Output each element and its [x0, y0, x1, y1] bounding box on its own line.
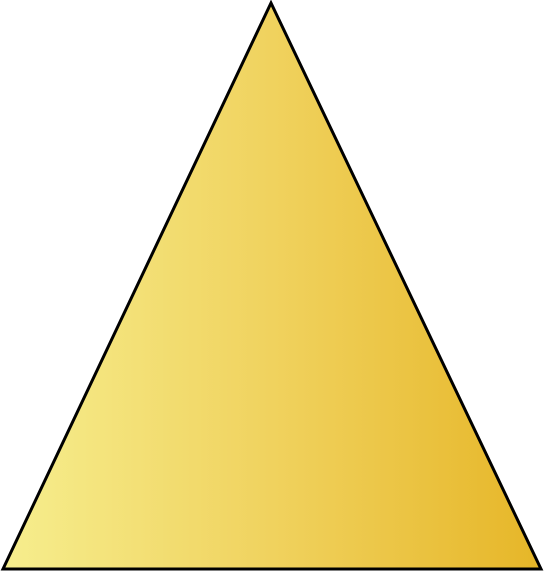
triangle-shape	[0, 0, 544, 571]
canvas	[0, 0, 544, 571]
triangle-graphic	[0, 0, 544, 571]
